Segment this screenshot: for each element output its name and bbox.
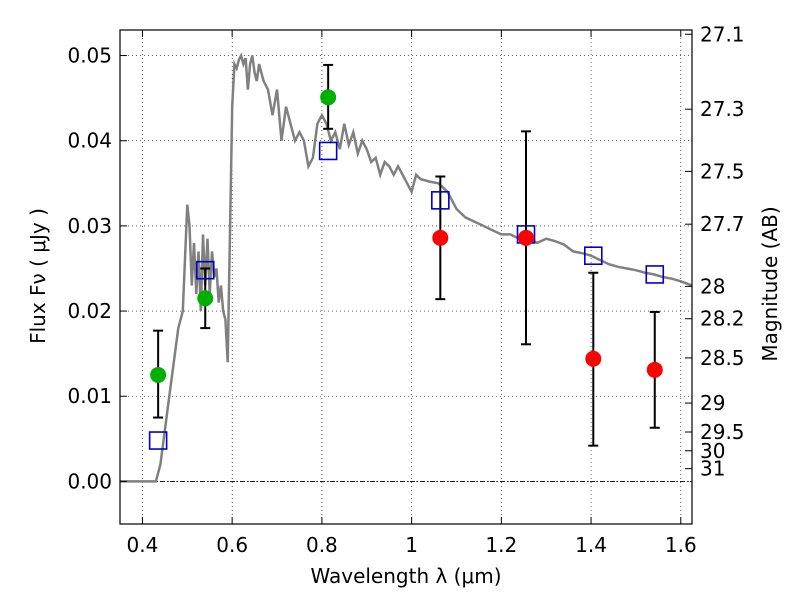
x-tick-label: 0.4 [127, 533, 159, 557]
y-tick-label: 0.01 [67, 384, 112, 408]
upper-limit-point [432, 229, 449, 246]
model-band-square [431, 191, 450, 210]
x-tick-label: 1.4 [575, 533, 607, 557]
x-tick-label: 0.6 [216, 533, 248, 557]
model-band-square [318, 141, 338, 161]
magnitude-tick-label: 30 [700, 439, 725, 463]
detection-point [320, 89, 337, 106]
magnitude-tick-label: 31 [700, 457, 725, 481]
magnitude-tick-label: 27.5 [700, 159, 745, 183]
plot-frame [119, 29, 693, 525]
grid-lines [120, 30, 692, 524]
y-axis-title: Flux Fν ( μJy ) [26, 208, 50, 344]
y-tick-label: 0.03 [67, 214, 112, 238]
y-tick-label: 0.04 [67, 129, 112, 153]
x-tick-label: 0.8 [306, 533, 338, 557]
magnitude-tick-label: 28.5 [700, 346, 745, 370]
detection-markers [150, 89, 337, 383]
magnitude-tick-label: 27.7 [700, 212, 745, 236]
detection-point [197, 290, 214, 307]
magnitude-tick-label: 27.3 [700, 97, 745, 121]
magnitude-axis-title: Magnitude (AB) [758, 206, 782, 361]
model-band-square [148, 431, 168, 450]
x-axis-title: Wavelength λ (μm) [310, 564, 501, 588]
y-tick-label: 0.00 [67, 469, 112, 493]
magnitude-tick-label: 29.5 [700, 420, 745, 444]
x-tick-label: 1.6 [665, 533, 697, 557]
y-tick-label: 0.02 [67, 299, 112, 323]
y-tick-label: 0.05 [67, 44, 112, 68]
model-band-markers [148, 141, 665, 450]
detection-point [150, 366, 167, 383]
magnitude-tick-label: 28 [700, 274, 725, 298]
x-tick-label: 1.2 [485, 533, 517, 557]
magnitude-tick-label: 27.1 [700, 22, 745, 46]
upper-limit-point [646, 361, 663, 378]
magnitude-tick-label: 28.2 [700, 307, 745, 331]
upper-limit-markers [432, 229, 663, 378]
y-axis-ticks: 0.00 0.01 0.02 0.03 0.04 0.05 [67, 44, 127, 493]
model-band-square [195, 260, 215, 280]
model-band-square [584, 246, 603, 266]
x-tick-label: 1 [405, 533, 418, 557]
x-axis-ticks: 0.4 0.6 0.8 1 1.2 1.4 1.6 [127, 30, 697, 557]
magnitude-tick-label: 29 [700, 391, 725, 415]
model-band-square [645, 265, 665, 284]
upper-limit-point [585, 350, 602, 367]
upper-limit-point [518, 229, 535, 246]
